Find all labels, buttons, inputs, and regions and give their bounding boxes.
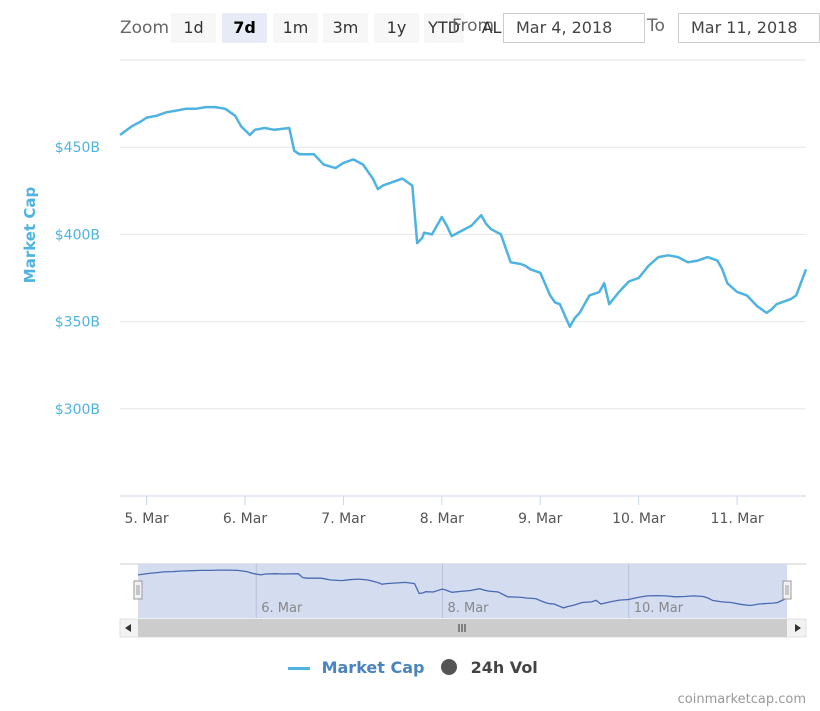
y-tick-label: $300B bbox=[55, 402, 100, 418]
zoom-1m-button[interactable]: 1m bbox=[273, 13, 318, 43]
zoom-label: Zoom bbox=[120, 18, 170, 38]
navigator-tick-label: 8. Mar bbox=[447, 601, 489, 616]
x-tick-label: 8. Mar bbox=[420, 511, 464, 527]
legend-24h-vol-label: 24h Vol bbox=[470, 658, 538, 677]
market-cap-legend-line-icon bbox=[288, 667, 310, 670]
vol-legend-dot-icon bbox=[441, 659, 457, 675]
x-tick-label: 9. Mar bbox=[518, 511, 562, 527]
source-credit[interactable]: coinmarketcap.com bbox=[677, 692, 806, 707]
x-tick-label: 6. Mar bbox=[223, 511, 267, 527]
navigator-handle[interactable] bbox=[782, 580, 792, 600]
navigator-tick-label: 6. Mar bbox=[261, 601, 303, 616]
zoom-1y-button[interactable]: 1y bbox=[374, 13, 419, 43]
y-tick-label: $400B bbox=[55, 227, 100, 243]
x-tick-label: 10. Mar bbox=[612, 511, 665, 527]
to-label: To bbox=[647, 16, 665, 36]
zoom-7d-button[interactable]: 7d bbox=[222, 13, 267, 43]
zoom-1d-button[interactable]: 1d bbox=[171, 13, 216, 43]
x-axis: 5. Mar 6. Mar 7. Mar 8. Mar 9. Mar 10. Mar 11.… bbox=[120, 495, 806, 527]
legend-market-cap-label: Market Cap bbox=[321, 658, 425, 677]
y-axis-ticks: $300B $350B $400B $450B bbox=[55, 140, 100, 418]
navigator-handle[interactable] bbox=[133, 580, 143, 600]
series-group bbox=[119, 105, 808, 329]
market-cap-line bbox=[119, 105, 808, 329]
zoom-3m-button[interactable]: 3m bbox=[323, 13, 368, 43]
scroll-right-arrow-icon[interactable] bbox=[795, 624, 801, 632]
y-tick-label: $450B bbox=[55, 140, 100, 156]
from-date-input[interactable]: Mar 4, 2018 bbox=[503, 13, 645, 43]
navigator-tick-label: 10. Mar bbox=[634, 601, 684, 616]
grid-lines bbox=[120, 59, 806, 410]
navigator: 6. Mar 8. Mar 10. Mar bbox=[119, 563, 807, 638]
from-label: From bbox=[452, 16, 495, 36]
x-tick-label: 5. Mar bbox=[124, 511, 168, 527]
zoom-ytd-button[interactable]: YTD bbox=[424, 13, 464, 43]
legend-market-cap[interactable]: Market Cap bbox=[288, 658, 424, 677]
to-date-input[interactable]: Mar 11, 2018 bbox=[678, 13, 820, 43]
y-tick-label: $350B bbox=[55, 315, 100, 331]
x-tick-label: 11. Mar bbox=[711, 511, 764, 527]
legend-24h-vol[interactable]: 24h Vol bbox=[441, 658, 538, 677]
x-tick-label: 7. Mar bbox=[321, 511, 365, 527]
scroll-left-arrow-icon[interactable] bbox=[125, 624, 131, 632]
navigator-series-line bbox=[137, 569, 788, 609]
